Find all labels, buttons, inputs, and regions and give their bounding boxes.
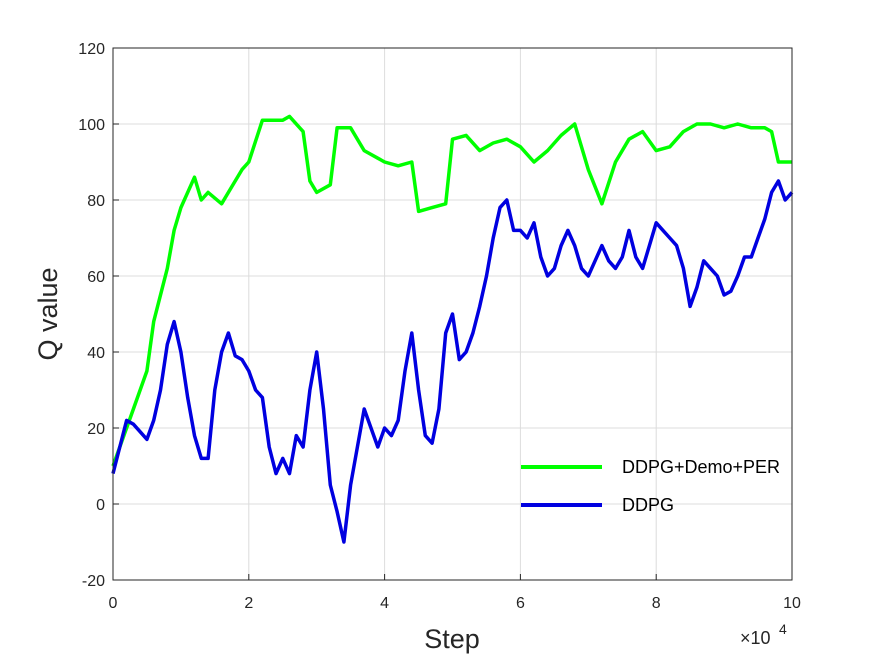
y-tick-labels: -20 0 20 40 60 80 100 120	[78, 41, 105, 590]
series-line-ddpg	[111, 179, 794, 544]
y-tick-label: 100	[78, 117, 105, 134]
x-tick-label: 8	[652, 595, 661, 612]
y-tick-label: -20	[82, 573, 105, 590]
x-exponent-power: 4	[779, 621, 787, 637]
series-lines	[111, 114, 794, 544]
y-tick-label: 120	[78, 41, 105, 58]
legend-label-ddpg: DDPG	[622, 495, 674, 515]
x-axis-label: Step	[424, 624, 480, 654]
x-tick-label: 10	[783, 595, 801, 612]
x-tick-label: 6	[516, 595, 525, 612]
y-tick-label: 20	[87, 421, 105, 438]
x-tick-label: 4	[380, 595, 389, 612]
y-tick-label: 0	[96, 497, 105, 514]
legend: DDPG+Demo+PER DDPG	[521, 457, 780, 515]
x-tick-label: 0	[109, 595, 118, 612]
y-tick-label: 40	[87, 345, 105, 362]
x-tick-label: 2	[244, 595, 253, 612]
x-tick-labels: 0 2 4 6 8 10	[109, 595, 801, 612]
series-line-ddpg-demo-per	[111, 114, 792, 467]
legend-label-ddpg-demo-per: DDPG+Demo+PER	[622, 457, 780, 477]
plot-area-border	[112, 47, 793, 581]
y-tick-label: 80	[87, 193, 105, 210]
y-axis-label: Q value	[33, 267, 63, 360]
y-tick-label: 60	[87, 269, 105, 286]
x-axis-exponent: ×10 4	[740, 621, 787, 648]
x-exponent-base: ×10	[740, 628, 771, 648]
